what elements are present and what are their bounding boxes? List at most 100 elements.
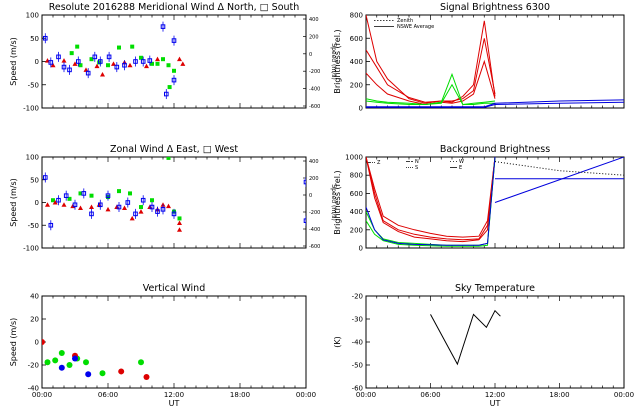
merid-point-blue bbox=[56, 54, 61, 60]
signal-series-green-2 bbox=[366, 83, 495, 105]
background-ytick-label: 600 bbox=[350, 190, 363, 198]
zonal-title: Zonal Wind Δ East, □ West bbox=[110, 144, 238, 155]
merid-point-blue bbox=[140, 59, 146, 64]
merid-point-red bbox=[177, 56, 182, 62]
merid-point-green bbox=[117, 45, 121, 50]
merid-point-red bbox=[180, 61, 186, 66]
zonal-point-red bbox=[52, 200, 58, 205]
vertical-plot-frame bbox=[41, 295, 307, 389]
zonal-y2tick-label: -200 bbox=[309, 210, 320, 216]
vertical-title: Vertical Wind bbox=[143, 283, 205, 294]
zonal-point-red bbox=[89, 204, 94, 210]
vertical-xtick-label: 12:00 bbox=[164, 391, 184, 399]
zonal-point-blue bbox=[48, 222, 54, 228]
vertical-ytick-label: 0 bbox=[35, 339, 39, 347]
zonal-ytick-label: 0 bbox=[35, 199, 39, 207]
sky-x-axis-label: UT bbox=[490, 399, 501, 408]
sky-y-axis-label: (K) bbox=[333, 336, 342, 348]
merid-plot-frame bbox=[41, 14, 307, 109]
merid-point-green bbox=[75, 44, 80, 49]
background-series-black-dotted bbox=[494, 161, 624, 176]
merid-point-red bbox=[50, 62, 56, 68]
signal-y-axis-label: Brightness (rel.) bbox=[333, 29, 342, 93]
zonal-point-blue bbox=[133, 211, 138, 217]
sky-xtick-label: 12:00 bbox=[485, 391, 505, 399]
zonal-plot-frame bbox=[41, 156, 307, 249]
legend-entry-nswe-average: NSWE Average bbox=[397, 24, 434, 30]
background-data-layer bbox=[366, 157, 624, 247]
zonal-point-blue bbox=[116, 204, 122, 210]
vertical-point-blue bbox=[72, 355, 78, 362]
zonal-y-axis-label: Speed (m/s) bbox=[9, 178, 18, 227]
merid-point-green bbox=[97, 60, 102, 65]
zonal-point-blue bbox=[160, 207, 166, 212]
vertical-point-green bbox=[52, 357, 59, 364]
merid-point-blue bbox=[61, 64, 67, 70]
sky-ytick-label: -30 bbox=[352, 316, 363, 324]
merid-point-blue bbox=[160, 24, 166, 29]
zonal-point-blue bbox=[56, 197, 61, 203]
signal-ytick-label: 800 bbox=[350, 12, 363, 20]
merid-ytick-label: 50 bbox=[30, 35, 39, 43]
merid-point-blue bbox=[171, 77, 177, 83]
signal-title: Signal Brightness 6300 bbox=[440, 2, 550, 13]
zonal-point-blue bbox=[303, 179, 306, 185]
merid-y2tick-label: 0 bbox=[309, 52, 312, 58]
zonal-point-blue bbox=[81, 191, 87, 196]
zonal-point-red bbox=[138, 209, 144, 214]
background-ytick-label: 400 bbox=[350, 208, 363, 216]
merid-y2tick-label: -400 bbox=[309, 87, 320, 93]
zonal-point-red bbox=[78, 205, 83, 210]
background-series-blue-line bbox=[494, 157, 624, 203]
sky-ytick-label: -20 bbox=[352, 293, 363, 301]
sky-title: Sky Temperature bbox=[455, 283, 535, 294]
merid-point-blue bbox=[147, 58, 153, 63]
merid-point-red bbox=[144, 63, 149, 69]
vertical-ytick-label: 40 bbox=[30, 293, 39, 301]
merid-point-green bbox=[89, 57, 94, 62]
merid-point-green bbox=[161, 57, 165, 62]
merid-y2tick-label: 200 bbox=[309, 34, 319, 40]
vertical-ytick-label: -40 bbox=[28, 385, 39, 393]
sky-ytick-label: -60 bbox=[352, 385, 363, 393]
merid-point-blue bbox=[76, 59, 81, 64]
zonal-point-blue bbox=[89, 211, 94, 217]
zonal-ytick-label: 50 bbox=[30, 176, 39, 184]
merid-point-green bbox=[130, 44, 135, 49]
merid-data-layer bbox=[43, 21, 186, 100]
vertical-point-red bbox=[118, 368, 125, 375]
merid-point-red bbox=[111, 61, 116, 66]
background-ytick-label: 800 bbox=[350, 172, 363, 180]
zonal-point-red bbox=[177, 220, 182, 225]
zonal-y2-axis-label: Speed (m/s) bbox=[330, 184, 337, 220]
sky-ytick-label: -50 bbox=[352, 362, 363, 370]
merid-point-red bbox=[61, 58, 67, 63]
zonal-ytick-label: 100 bbox=[26, 154, 39, 162]
zonal-point-green bbox=[51, 198, 55, 203]
merid-point-blue bbox=[85, 70, 91, 76]
zonal-y2tick-label: 0 bbox=[309, 193, 312, 199]
merid-point-blue bbox=[114, 64, 120, 70]
zonal-point-red bbox=[177, 227, 182, 232]
merid-ytick-label: -100 bbox=[23, 105, 39, 113]
zonal-point-blue bbox=[72, 202, 78, 208]
vertical-point-green bbox=[138, 359, 144, 366]
background-series-red-z bbox=[366, 157, 496, 241]
merid-y2tick-label: -200 bbox=[309, 69, 320, 75]
vertical-x-axis-label: UT bbox=[169, 399, 180, 408]
zonal-point-blue bbox=[125, 200, 131, 205]
zonal-y2tick-label: -400 bbox=[309, 227, 320, 233]
zonal-point-green bbox=[128, 191, 132, 196]
merid-point-blue bbox=[43, 35, 48, 41]
zonal-point-blue bbox=[303, 218, 306, 223]
zonal-point-blue bbox=[43, 175, 48, 180]
zonal-point-green bbox=[67, 196, 72, 201]
vertical-point-red bbox=[42, 339, 45, 345]
sky-xtick-label: 00:00 bbox=[614, 391, 634, 399]
background-ytick-label: 0 bbox=[359, 245, 363, 253]
signal-ytick-label: 0 bbox=[359, 105, 363, 113]
zonal-point-red bbox=[129, 215, 135, 221]
signal-series-blue-2 bbox=[366, 101, 624, 108]
legend-entry-zenith: Zenith bbox=[397, 18, 413, 24]
zonal-point-blue bbox=[171, 211, 177, 217]
